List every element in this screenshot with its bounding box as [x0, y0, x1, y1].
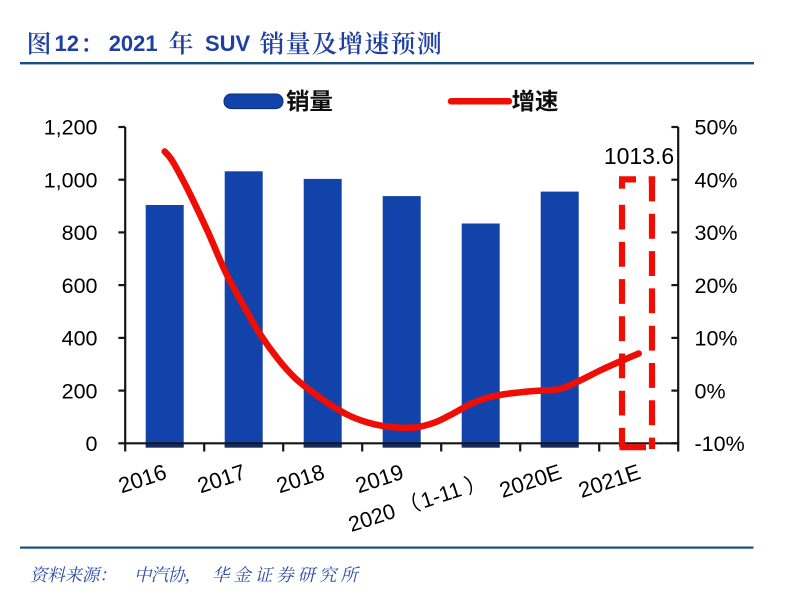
- svg-text:40%: 40%: [695, 168, 738, 192]
- svg-text:50%: 50%: [695, 116, 738, 140]
- svg-text:12: 12: [55, 31, 79, 56]
- svg-text:600: 600: [62, 274, 98, 298]
- svg-text:1,000: 1,000: [44, 168, 98, 192]
- svg-text:400: 400: [62, 327, 98, 351]
- svg-text:SUV: SUV: [205, 31, 251, 56]
- svg-text:800: 800: [62, 221, 98, 245]
- svg-text:20%: 20%: [695, 274, 738, 298]
- svg-text:10%: 10%: [695, 327, 738, 351]
- svg-text:2021: 2021: [109, 31, 158, 56]
- svg-text:30%: 30%: [695, 221, 738, 245]
- svg-text:0: 0: [86, 432, 98, 456]
- svg-text:1013.6: 1013.6: [604, 143, 674, 169]
- svg-text:0%: 0%: [695, 379, 726, 403]
- svg-text:-10%: -10%: [695, 432, 745, 456]
- svg-text:200: 200: [62, 379, 98, 403]
- svg-text:1,200: 1,200: [44, 116, 98, 140]
